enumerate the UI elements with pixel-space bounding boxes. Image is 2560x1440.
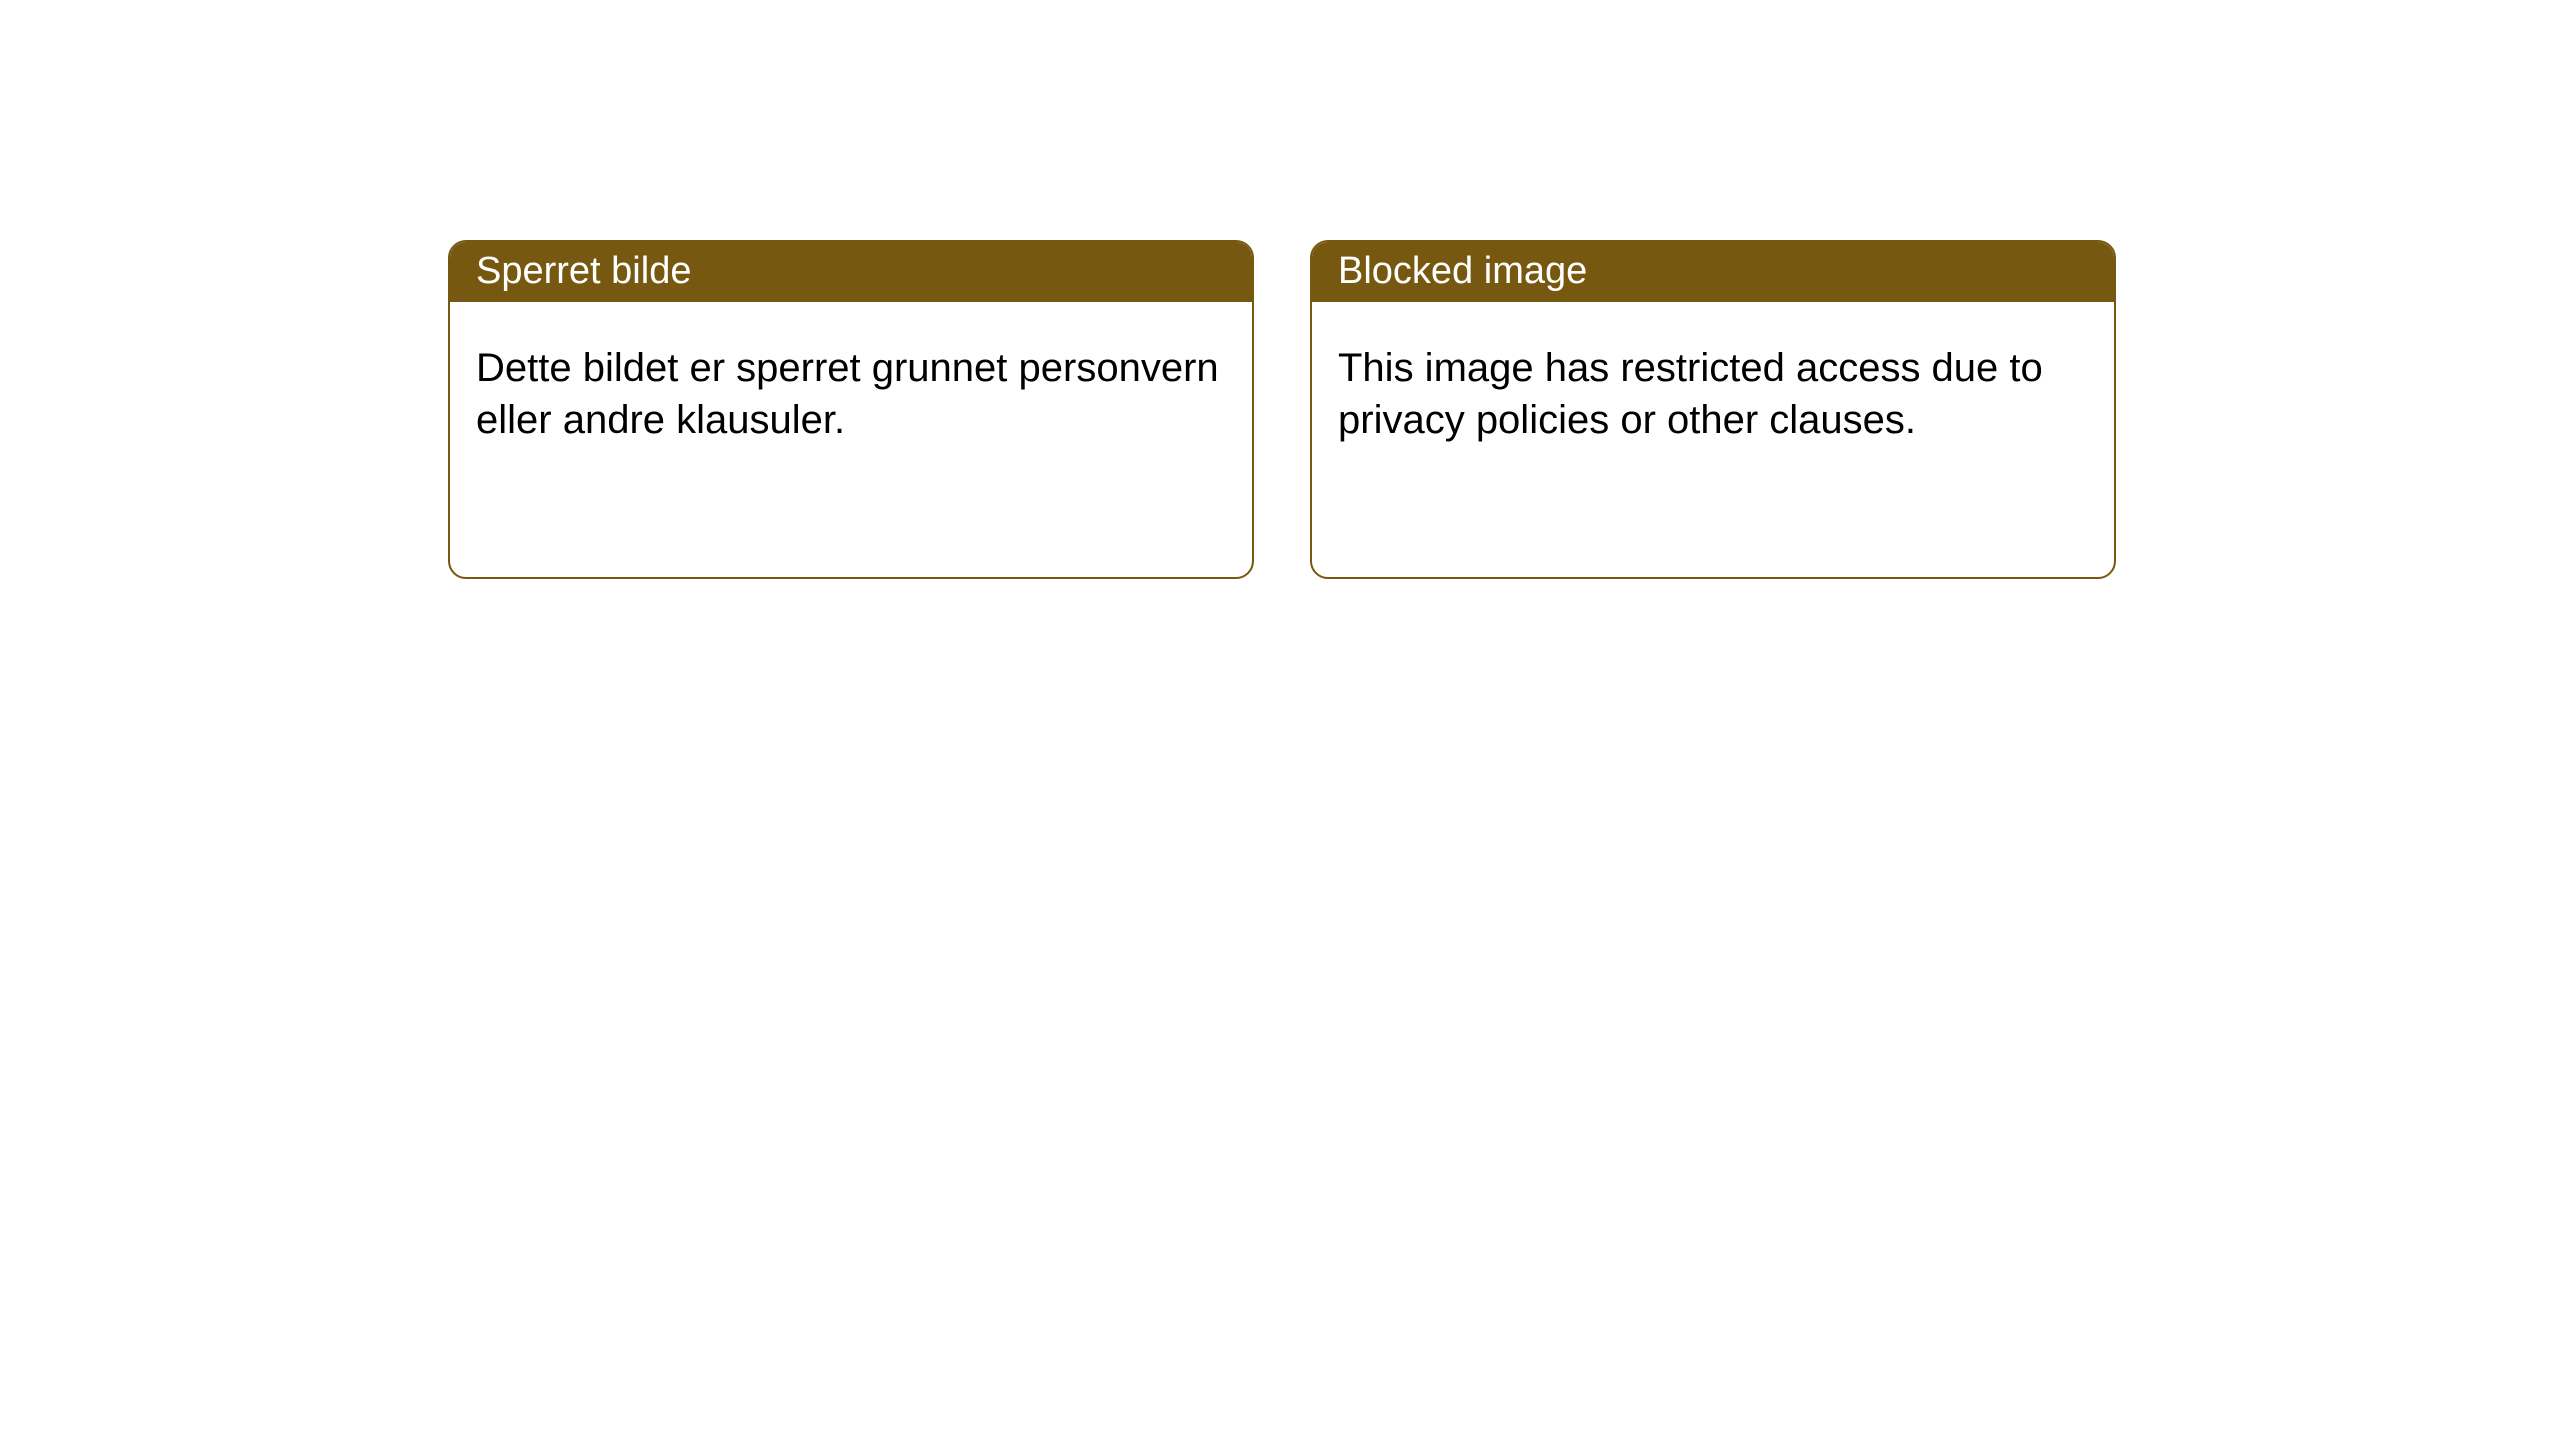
notice-container: Sperret bilde Dette bildet er sperret gr… <box>0 0 2560 579</box>
notice-header: Sperret bilde <box>450 242 1252 302</box>
notice-header: Blocked image <box>1312 242 2114 302</box>
notice-body: This image has restricted access due to … <box>1312 302 2114 472</box>
notice-body-text: Dette bildet er sperret grunnet personve… <box>476 346 1219 442</box>
notice-body: Dette bildet er sperret grunnet personve… <box>450 302 1252 472</box>
notice-title: Blocked image <box>1338 250 1587 293</box>
notice-title: Sperret bilde <box>476 250 691 293</box>
notice-card-norwegian: Sperret bilde Dette bildet er sperret gr… <box>448 240 1254 579</box>
notice-card-english: Blocked image This image has restricted … <box>1310 240 2116 579</box>
notice-body-text: This image has restricted access due to … <box>1338 346 2043 442</box>
